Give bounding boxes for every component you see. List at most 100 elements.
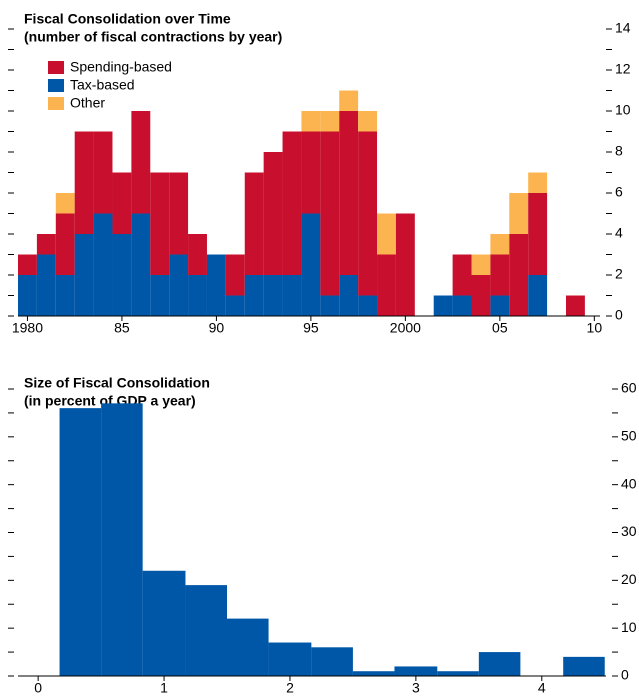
bar-segment bbox=[395, 213, 415, 316]
bar bbox=[352, 671, 395, 676]
y-tick-label: 10 bbox=[615, 102, 631, 118]
bar-segment bbox=[528, 275, 548, 316]
bar-segment bbox=[150, 172, 170, 275]
x-tick-label: 95 bbox=[303, 320, 319, 336]
bar-segment bbox=[74, 131, 94, 234]
bar-segment bbox=[339, 111, 359, 275]
bar-segment bbox=[263, 275, 283, 316]
bar-segment bbox=[36, 234, 56, 255]
y-tick-label: 0 bbox=[621, 667, 629, 683]
y-tick-label: 6 bbox=[615, 184, 623, 200]
bar-segment bbox=[112, 234, 132, 316]
bar bbox=[185, 585, 228, 676]
x-tick-label: 85 bbox=[114, 320, 130, 336]
bar-segment bbox=[18, 275, 37, 316]
bar-segment bbox=[36, 254, 56, 316]
bar-segment bbox=[471, 254, 491, 275]
bar-segment bbox=[282, 275, 302, 316]
bar-segment bbox=[377, 213, 396, 255]
bar-segment bbox=[452, 254, 472, 296]
bar-segment bbox=[490, 234, 510, 255]
bar-segment bbox=[358, 131, 378, 296]
y-tick-label: 50 bbox=[621, 428, 637, 444]
bar-segment bbox=[282, 131, 302, 275]
bar-segment bbox=[358, 295, 378, 316]
bar-segment bbox=[301, 131, 321, 214]
bar-segment bbox=[55, 193, 75, 214]
y-tick-label: 10 bbox=[621, 619, 637, 635]
legend-swatch bbox=[48, 97, 64, 110]
bar bbox=[227, 618, 269, 676]
bar-segment bbox=[452, 295, 472, 316]
bar-segment bbox=[301, 213, 321, 316]
x-tick-label: 3 bbox=[412, 680, 420, 696]
bar-segment bbox=[509, 193, 529, 234]
x-tick-label: 1 bbox=[160, 680, 168, 696]
x-tick-label: 0 bbox=[34, 680, 42, 696]
bar-segment bbox=[433, 295, 453, 316]
bar-segment bbox=[18, 254, 37, 275]
x-tick-label: 2000 bbox=[390, 320, 421, 336]
bar-segment bbox=[131, 213, 151, 316]
bar-segment bbox=[225, 254, 245, 296]
bar-segment bbox=[169, 254, 189, 316]
bar bbox=[563, 656, 605, 676]
y-tick-label: 0 bbox=[615, 307, 623, 323]
bar-segment bbox=[320, 111, 340, 132]
bar-segment bbox=[150, 275, 170, 316]
bar-segment bbox=[358, 111, 378, 132]
bar-segment bbox=[377, 254, 396, 316]
legend-label: Tax-based bbox=[70, 77, 135, 93]
bar-segment bbox=[301, 111, 321, 132]
bar bbox=[268, 642, 312, 676]
bar-segment bbox=[490, 254, 510, 296]
y-tick-label: 14 bbox=[615, 20, 631, 36]
bar-segment bbox=[528, 193, 548, 275]
bar-segment bbox=[320, 131, 340, 296]
x-tick-label: 2 bbox=[286, 680, 294, 696]
bar bbox=[311, 647, 353, 676]
bar bbox=[437, 671, 479, 676]
y-tick-label: 4 bbox=[615, 225, 623, 241]
bar-segment bbox=[188, 234, 207, 275]
bar-segment bbox=[93, 131, 113, 214]
bar-segment bbox=[565, 295, 585, 316]
y-tick-label: 8 bbox=[615, 143, 623, 159]
bar-segment bbox=[55, 275, 75, 316]
bar-segment bbox=[490, 295, 510, 316]
bar-segment bbox=[320, 295, 340, 316]
y-tick-label: 40 bbox=[621, 475, 637, 491]
bar bbox=[478, 652, 521, 676]
bar-segment bbox=[263, 152, 283, 275]
bar-segment bbox=[112, 172, 132, 234]
legend-label: Other bbox=[70, 95, 105, 111]
bar-segment bbox=[74, 234, 94, 316]
bar-segment bbox=[169, 172, 189, 255]
y-tick-label: 12 bbox=[615, 61, 631, 77]
bar bbox=[142, 570, 186, 676]
y-tick-label: 20 bbox=[621, 571, 637, 587]
y-tick-label: 2 bbox=[615, 266, 623, 282]
y-tick-label: 30 bbox=[621, 523, 637, 539]
chart-subtitle: (number of fiscal contractions by year) bbox=[24, 29, 282, 45]
bar-segment bbox=[339, 275, 359, 316]
bar-segment bbox=[131, 111, 151, 214]
bar-segment bbox=[93, 213, 113, 316]
x-tick-label: 90 bbox=[209, 320, 225, 336]
chart-subtitle: (in percent of GDP a year) bbox=[24, 393, 196, 409]
x-tick-label: 1980 bbox=[12, 320, 43, 336]
bar-segment bbox=[509, 234, 529, 316]
bar-segment bbox=[528, 172, 548, 193]
legend-swatch bbox=[48, 61, 64, 74]
x-tick-label: 05 bbox=[492, 320, 508, 336]
legend-swatch bbox=[48, 79, 64, 92]
x-tick-label: 4 bbox=[538, 680, 546, 696]
bar-segment bbox=[471, 275, 491, 316]
bar bbox=[59, 408, 102, 676]
bar-segment bbox=[225, 295, 245, 316]
bar-segment bbox=[188, 275, 207, 316]
chart-title: Fiscal Consolidation over Time bbox=[24, 11, 231, 27]
chart-title: Size of Fiscal Consolidation bbox=[24, 375, 210, 391]
